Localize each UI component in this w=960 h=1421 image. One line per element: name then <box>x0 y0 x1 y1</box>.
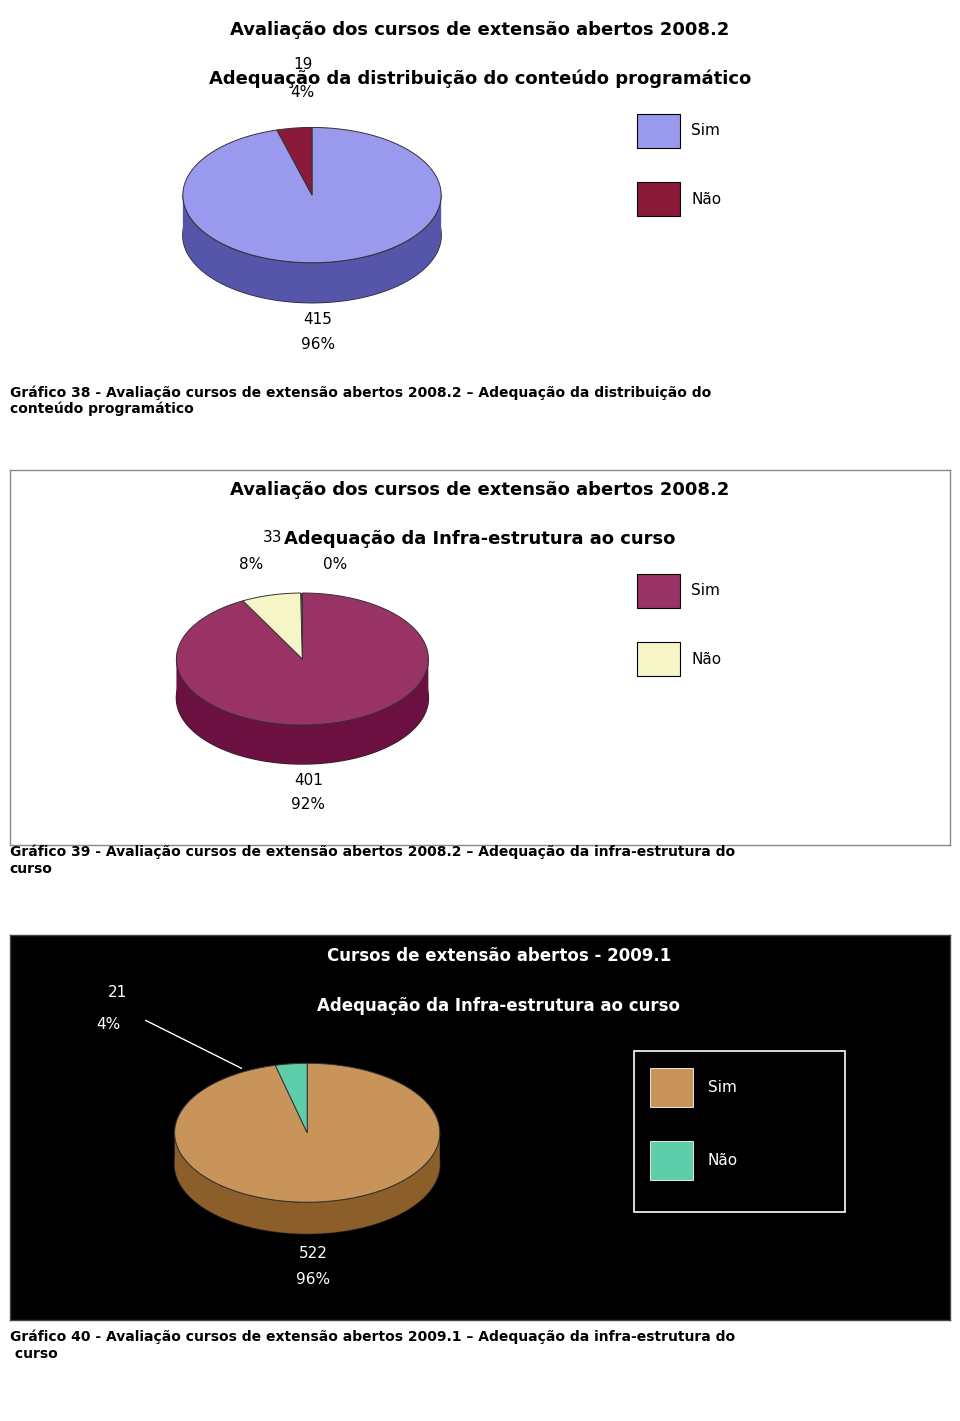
Text: Avaliação dos cursos de extensão abertos 2008.2: Avaliação dos cursos de extensão abertos… <box>230 482 730 499</box>
Text: Não: Não <box>691 192 721 206</box>
Text: 415: 415 <box>303 313 332 327</box>
Text: Gráfico 39 - Avaliação cursos de extensão abertos 2008.2 – Adequação da infra-es: Gráfico 39 - Avaliação cursos de extensã… <box>10 845 734 875</box>
Text: Sim: Sim <box>691 584 720 598</box>
Polygon shape <box>175 1094 440 1233</box>
Text: Avaliação dos cursos de extensão abertos 2008.2: Avaliação dos cursos de extensão abertos… <box>230 21 730 40</box>
Text: Adequação da Infra-estrutura ao curso: Adequação da Infra-estrutura ao curso <box>318 996 681 1015</box>
Text: 4%: 4% <box>291 85 315 99</box>
Polygon shape <box>177 632 428 764</box>
Text: 92%: 92% <box>292 797 325 811</box>
Bar <box>637 182 680 216</box>
Bar <box>637 114 680 148</box>
Bar <box>637 642 680 676</box>
Polygon shape <box>177 658 428 764</box>
Text: Sim: Sim <box>708 1080 736 1096</box>
Text: Não: Não <box>691 652 721 666</box>
Text: 21: 21 <box>108 985 128 1000</box>
Text: Gráfico 40 - Avaliação cursos de extensão abertos 2009.1 – Adequação da infra-es: Gráfico 40 - Avaliação cursos de extensã… <box>10 1330 734 1361</box>
Text: Adequação da Infra-estrutura ao curso: Adequação da Infra-estrutura ao curso <box>284 530 676 549</box>
Text: Gráfico 38 - Avaliação cursos de extensão abertos 2008.2 – Adequação da distribu: Gráfico 38 - Avaliação cursos de extensã… <box>10 385 710 416</box>
Text: 0%: 0% <box>324 557 348 573</box>
Polygon shape <box>182 195 442 303</box>
Polygon shape <box>177 593 428 725</box>
Text: 4%: 4% <box>96 1016 120 1032</box>
Polygon shape <box>175 1131 440 1233</box>
Text: 522: 522 <box>300 1246 328 1262</box>
Polygon shape <box>175 1063 440 1202</box>
Text: 33: 33 <box>263 530 282 546</box>
Polygon shape <box>182 168 442 303</box>
Text: 96%: 96% <box>301 337 335 351</box>
Text: 401: 401 <box>294 773 323 789</box>
Text: Cursos de extensão abertos - 2009.1: Cursos de extensão abertos - 2009.1 <box>326 946 671 965</box>
Polygon shape <box>276 128 312 195</box>
Bar <box>651 1141 693 1179</box>
Bar <box>637 574 680 608</box>
Text: Não: Não <box>708 1152 737 1168</box>
Polygon shape <box>300 593 302 659</box>
Text: 8%: 8% <box>239 557 264 573</box>
Text: 19: 19 <box>293 57 312 72</box>
Polygon shape <box>182 128 442 263</box>
Polygon shape <box>243 593 302 659</box>
Text: Sim: Sim <box>691 124 720 138</box>
Text: 96%: 96% <box>297 1272 330 1286</box>
Bar <box>651 1069 693 1107</box>
Text: Adequação da distribuição do conteúdo programático: Adequação da distribuição do conteúdo pr… <box>209 70 751 88</box>
Polygon shape <box>276 1063 307 1133</box>
